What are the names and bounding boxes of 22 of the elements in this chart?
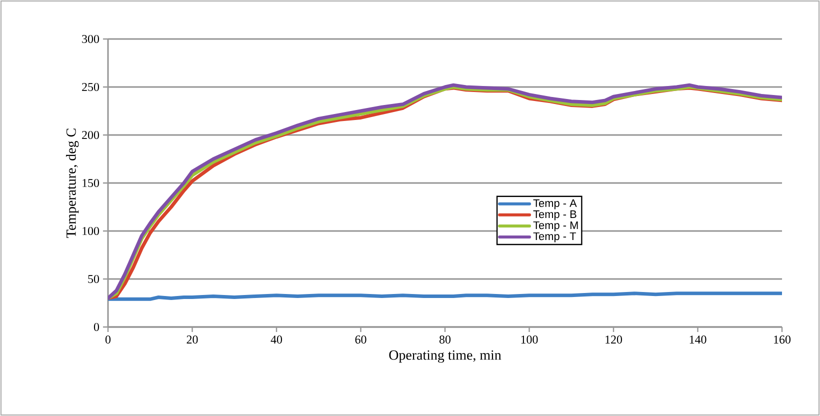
x-tick-label: 0 xyxy=(105,336,111,344)
x-tick-label: 60 xyxy=(355,336,366,344)
x-tick-label: 120 xyxy=(606,336,622,344)
y-axis-title: Temperature, deg C xyxy=(66,128,79,238)
x-tick-label: 100 xyxy=(521,336,538,344)
y-tick-label: 50 xyxy=(88,274,100,284)
x-tick-label: 80 xyxy=(439,336,451,344)
y-tick-label: 250 xyxy=(82,82,100,92)
legend-label: Temp - B xyxy=(533,210,576,220)
legend-label: Temp - A xyxy=(533,199,577,210)
legend-label: Temp - T xyxy=(533,232,576,242)
legend-label: Temp - M xyxy=(533,221,578,232)
y-tick-label: 300 xyxy=(82,34,100,44)
y-tick-label: 100 xyxy=(82,226,100,236)
y-tick-label: 0 xyxy=(94,322,100,332)
x-tick-label: 40 xyxy=(270,336,282,344)
x-tick-label: 160 xyxy=(774,336,791,344)
x-tick-label: 20 xyxy=(186,336,198,344)
y-tick-label: 200 xyxy=(82,130,100,140)
x-axis-title: Operating time, min xyxy=(389,350,502,363)
x-tick-label: 140 xyxy=(690,336,706,344)
y-tick-label: 150 xyxy=(82,178,100,188)
